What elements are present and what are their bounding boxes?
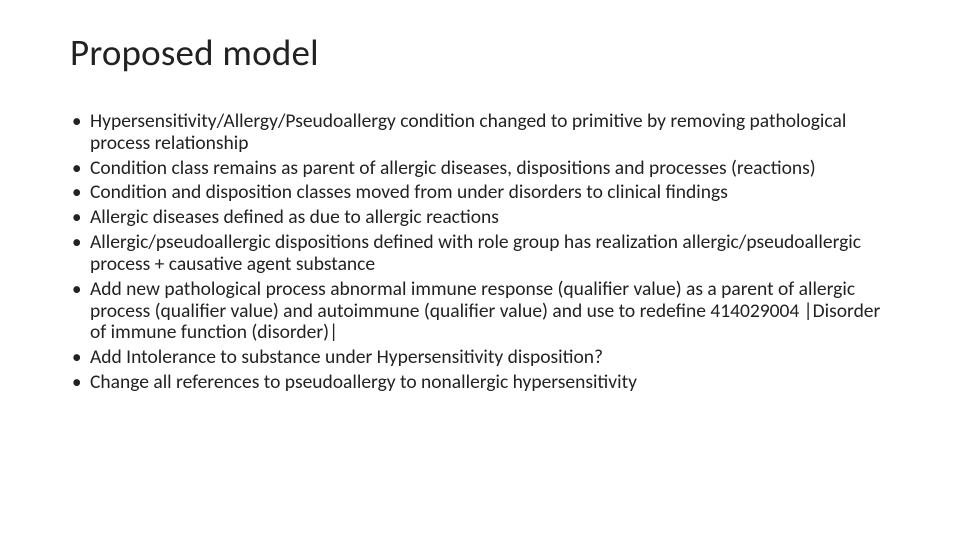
list-item: Allergic/pseudoallergic dispositions def… [70, 232, 900, 276]
slide-container: Proposed model Hypersensitivity/Allergy/… [0, 0, 960, 540]
list-item: Add new pathological process abnormal im… [70, 279, 900, 344]
list-item: Hypersensitivity/Allergy/Pseudoallergy c… [70, 111, 900, 155]
slide-title: Proposed model [70, 30, 900, 75]
list-item: Condition and disposition classes moved … [70, 182, 900, 204]
list-item: Change all references to pseudoallergy t… [70, 372, 900, 394]
bullet-list: Hypersensitivity/Allergy/Pseudoallergy c… [70, 111, 900, 394]
list-item: Allergic diseases defined as due to alle… [70, 207, 900, 229]
list-item: Condition class remains as parent of all… [70, 158, 900, 180]
list-item: Add Intolerance to substance under Hyper… [70, 347, 900, 369]
